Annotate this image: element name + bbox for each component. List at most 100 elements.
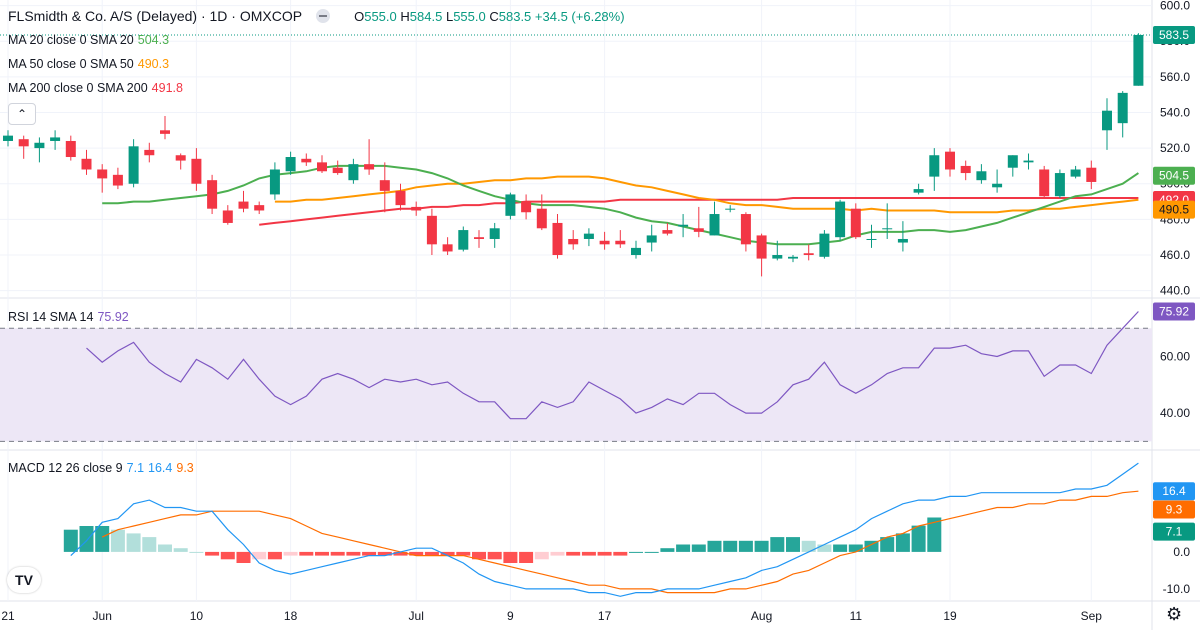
candle-body — [112, 174, 123, 186]
candle — [1054, 169, 1065, 198]
candle-body — [301, 158, 312, 163]
ma50-line — [274, 175, 1139, 214]
macd-badge: 9.3 — [1153, 500, 1195, 519]
time-axis-label: 11 — [850, 609, 863, 623]
candle — [1023, 153, 1034, 170]
macd-histogram-bar — [597, 551, 612, 556]
candle — [285, 151, 296, 175]
candle-body — [646, 235, 657, 243]
candle-body — [1070, 169, 1081, 177]
high-value: 584.5 — [409, 8, 443, 24]
legend-macd[interactable]: MACD 12 26 close 9 7.1 16.4 9.3 — [8, 461, 194, 475]
candle-body — [81, 158, 92, 170]
candle — [772, 240, 783, 261]
candle-body — [709, 214, 720, 236]
time-axis-label: Jul — [409, 609, 424, 623]
tradingview-logo-icon[interactable]: TV — [7, 567, 41, 593]
macd-histogram-bar — [723, 540, 738, 552]
price-badge-text: 583.5 — [1159, 28, 1189, 42]
candle — [913, 183, 924, 195]
candle-body — [599, 240, 610, 245]
legend-ma50[interactable]: MA 50 close 0 SMA 50 490.3 — [8, 57, 170, 71]
candle — [788, 255, 798, 263]
candle — [144, 142, 155, 163]
candle-body — [332, 167, 343, 174]
candle-body — [725, 208, 736, 210]
macd-axis-label: -10.0 — [1163, 582, 1191, 596]
candle — [615, 230, 626, 248]
candle-body — [819, 233, 830, 257]
macd-histogram-bar — [644, 551, 659, 553]
candle-body — [317, 162, 327, 172]
macd-histogram-bar — [424, 551, 439, 556]
legend-ma200[interactable]: MA 200 close 0 SMA 200 491.8 — [8, 81, 183, 95]
rsi-line — [86, 311, 1139, 420]
candle-body — [693, 228, 704, 232]
eye-icon[interactable] — [316, 9, 331, 23]
candle — [50, 130, 61, 150]
candle — [992, 169, 1003, 193]
time-axis-label: 9 — [507, 609, 514, 623]
candle-body — [395, 190, 406, 206]
candle — [269, 162, 280, 200]
rsi-axis-label: 60.00 — [1160, 350, 1190, 364]
symbol-title[interactable]: FLSmidth & Co. A/S (Delayed) · 1D · OMXC… — [8, 8, 303, 24]
macd-badge-bg — [1153, 482, 1195, 501]
price-badge-bg — [1153, 25, 1195, 44]
macd-histogram-bar — [110, 529, 125, 552]
macd-histogram-bar — [691, 544, 706, 552]
candle — [348, 158, 359, 184]
candle-body — [34, 142, 45, 149]
macd-histogram-bar — [158, 544, 172, 552]
candle-body — [222, 210, 233, 223]
macd-badge-bg — [1153, 500, 1195, 519]
candle — [945, 148, 955, 177]
candle-body — [992, 183, 1003, 188]
candle — [897, 221, 908, 252]
macd-histogram-bar — [409, 551, 424, 556]
macd-histogram-bar — [911, 525, 926, 552]
macd-badge-text: 16.4 — [1162, 484, 1186, 498]
macd-histogram-bar — [79, 526, 94, 552]
price-axis-label: 560.0 — [1160, 70, 1190, 84]
macd-badge-bg — [1153, 522, 1195, 541]
candle-body — [1086, 167, 1097, 182]
macd-histogram-bar — [440, 551, 455, 556]
macd-histogram-bar — [927, 517, 942, 552]
legend-rsi[interactable]: RSI 14 SMA 14 75.92 — [8, 310, 129, 324]
macd-histogram-bar — [786, 537, 800, 552]
open-value: 555.0 — [364, 8, 397, 24]
price-badge-bg — [1153, 166, 1195, 185]
candle-body — [850, 208, 861, 238]
candle-body — [191, 158, 202, 184]
macd-histogram-bar — [519, 551, 534, 563]
candle-body — [144, 149, 155, 156]
chevron-up-icon[interactable]: ⌃ — [8, 103, 36, 125]
candle — [599, 231, 610, 250]
price-badge-text: 504.5 — [1159, 169, 1189, 183]
macd-histogram-bar — [880, 537, 895, 552]
candle-body — [269, 169, 280, 195]
candle-body — [505, 194, 516, 216]
macd-histogram-bar — [817, 544, 832, 552]
macd-histogram-bar — [534, 551, 549, 560]
candle — [1039, 165, 1050, 198]
candle — [254, 201, 265, 215]
candle — [976, 164, 987, 184]
candle — [835, 199, 846, 241]
candle — [819, 230, 830, 259]
candle-body — [364, 164, 375, 170]
gear-icon[interactable]: ⚙ — [1166, 604, 1183, 624]
rsi-badge-bg — [1153, 302, 1195, 321]
candle — [1086, 160, 1097, 190]
candle-body — [1054, 173, 1065, 197]
candle-body — [552, 222, 563, 256]
legend-ma20[interactable]: MA 20 close 0 SMA 20 504.3 — [8, 33, 170, 47]
change-value: +34.5 (+6.28%) — [534, 8, 625, 24]
candle-body — [489, 228, 500, 239]
candle-body — [238, 201, 249, 209]
macd-histogram-bar — [629, 551, 643, 553]
candle — [317, 155, 327, 174]
macd-histogram-bar — [63, 529, 78, 552]
